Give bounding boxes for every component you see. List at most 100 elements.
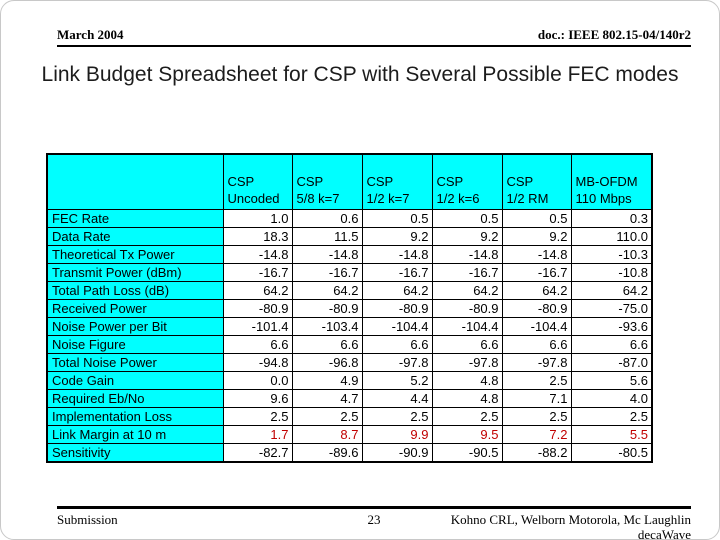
- cell-value: 6.6: [361, 335, 433, 354]
- cell-value: 0.5: [431, 209, 503, 228]
- cell-value: 2.5: [501, 407, 572, 426]
- cell-value: -94.8: [222, 353, 293, 372]
- column-header-5: CSP 1/2 RM: [501, 153, 572, 210]
- cell-value: -90.9: [361, 443, 433, 463]
- row-label: Total Path Loss (dB): [46, 281, 224, 300]
- cell-value: 6.6: [431, 335, 503, 354]
- table-row: Data Rate 18.3 11.5 9.2 9.2 9.2 110.0: [46, 227, 653, 246]
- column-header-line2: 1/2 k=7: [366, 191, 410, 206]
- row-label: Required Eb/No: [46, 389, 224, 408]
- cell-value: -10.3: [570, 245, 653, 264]
- cell-value: -14.8: [361, 245, 433, 264]
- row-label: Total Noise Power: [46, 353, 224, 372]
- row-label: FEC Rate: [46, 209, 224, 228]
- table-body: CSP Uncoded CSP 5/8 k=7 CSP 1/2 k=7 CSP 1/2 k=6…: [46, 153, 653, 463]
- cell-value: 6.6: [501, 335, 572, 354]
- column-header-line2: 1/2 RM: [506, 191, 549, 206]
- link-budget-table: CSP Uncoded CSP 5/8 k=7 CSP 1/2 k=7 CSP 1/2 k=6…: [46, 153, 653, 463]
- page-title: Link Budget Spreadsheet for CSP with Sev…: [41, 63, 679, 86]
- cell-value: -10.8: [570, 263, 653, 282]
- cell-value: 4.4: [361, 389, 433, 408]
- cell-value: 2.5: [501, 371, 572, 390]
- cell-value: 6.6: [222, 335, 293, 354]
- footer-authors-line1: Kohno CRL, Welborn Motorola, Mc Laughlin: [450, 512, 691, 527]
- cell-value: 4.7: [291, 389, 363, 408]
- table-row: Total Path Loss (dB) 64.2 64.2 64.2 64.2 64.2…: [46, 281, 653, 300]
- cell-value: 11.5: [291, 227, 363, 246]
- cell-value: -88.2: [501, 443, 572, 463]
- row-label: Noise Figure: [46, 335, 224, 354]
- footer-authors: Kohno CRL, Welborn Motorola, Mc Laughlin…: [381, 512, 691, 540]
- cell-value: 1.7: [222, 425, 293, 444]
- row-label: Code Gain: [46, 371, 224, 390]
- cell-value: -104.4: [431, 317, 503, 336]
- cell-value: 9.2: [361, 227, 433, 246]
- slide-header: March 2004 doc.: IEEE 802.15-04/140r2: [57, 27, 691, 47]
- cell-value: 2.5: [570, 407, 653, 426]
- cell-value: -16.7: [501, 263, 572, 282]
- cell-value: -80.9: [291, 299, 363, 318]
- cell-value: -97.8: [501, 353, 572, 372]
- cell-value: 64.2: [431, 281, 503, 300]
- row-label: Noise Power per Bit: [46, 317, 224, 336]
- cell-value: 2.5: [361, 407, 433, 426]
- cell-value: 2.5: [431, 407, 503, 426]
- cell-value: -82.7: [222, 443, 293, 463]
- footer-submission: Submission: [57, 512, 118, 527]
- cell-value: 9.5: [431, 425, 503, 444]
- cell-value: 9.9: [361, 425, 433, 444]
- cell-value: 7.2: [501, 425, 572, 444]
- column-header-3: CSP 1/2 k=7: [361, 153, 433, 210]
- cell-value: 4.9: [291, 371, 363, 390]
- cell-value: 5.2: [361, 371, 433, 390]
- cell-value: -104.4: [361, 317, 433, 336]
- cell-value: 0.0: [222, 371, 293, 390]
- column-header-2: CSP 5/8 k=7: [291, 153, 363, 210]
- cell-value: 4.8: [431, 389, 503, 408]
- table-row: Implementation Loss 2.5 2.5 2.5 2.5 2.5 2.5: [46, 407, 653, 426]
- table-row: FEC Rate 1.0 0.6 0.5 0.5 0.5 0.3: [46, 209, 653, 228]
- cell-value: -103.4: [291, 317, 363, 336]
- row-label: Data Rate: [46, 227, 224, 246]
- cell-value: 5.6: [570, 371, 653, 390]
- cell-value: -96.8: [291, 353, 363, 372]
- table-row: Noise Figure 6.6 6.6 6.6 6.6 6.6 6.6: [46, 335, 653, 354]
- cell-value: 64.2: [222, 281, 293, 300]
- column-header-1: CSP Uncoded: [222, 153, 293, 210]
- column-header-line1: CSP: [227, 174, 255, 189]
- cell-value: -97.8: [431, 353, 503, 372]
- table-header-row: CSP Uncoded CSP 5/8 k=7 CSP 1/2 k=7 CSP 1/2 k=6…: [46, 153, 653, 210]
- footer-authors-line2: decaWave: [637, 527, 691, 540]
- cell-value: -14.8: [431, 245, 503, 264]
- cell-value: -16.7: [222, 263, 293, 282]
- table-row: Total Noise Power -94.8 -96.8 -97.8 -97.8 -97…: [46, 353, 653, 372]
- cell-value: 0.3: [570, 209, 653, 228]
- cell-value: -80.5: [570, 443, 653, 463]
- cell-value: 2.5: [291, 407, 363, 426]
- cell-value: -14.8: [291, 245, 363, 264]
- cell-value: -80.9: [222, 299, 293, 318]
- cell-value: 1.0: [222, 209, 293, 228]
- column-header-6: MB-OFDM 110 Mbps: [570, 153, 653, 210]
- cell-value: -87.0: [570, 353, 653, 372]
- cell-value: -16.7: [361, 263, 433, 282]
- cell-value: -16.7: [291, 263, 363, 282]
- cell-value: 2.5: [222, 407, 293, 426]
- cell-value: -80.9: [431, 299, 503, 318]
- table-corner-cell: [46, 153, 224, 210]
- cell-value: 0.5: [361, 209, 433, 228]
- column-header-line1: CSP: [366, 174, 394, 189]
- header-doc-number: doc.: IEEE 802.15-04/140r2: [537, 27, 691, 42]
- cell-value: -93.6: [570, 317, 653, 336]
- column-header-line2: 5/8 k=7: [296, 191, 340, 206]
- cell-value: 9.2: [431, 227, 503, 246]
- cell-value: 4.8: [431, 371, 503, 390]
- cell-value: -89.6: [291, 443, 363, 463]
- cell-value: -80.9: [361, 299, 433, 318]
- cell-value: 8.7: [291, 425, 363, 444]
- cell-value: -80.9: [501, 299, 572, 318]
- row-label: Received Power: [46, 299, 224, 318]
- cell-value: 110.0: [570, 227, 653, 246]
- cell-value: 9.2: [501, 227, 572, 246]
